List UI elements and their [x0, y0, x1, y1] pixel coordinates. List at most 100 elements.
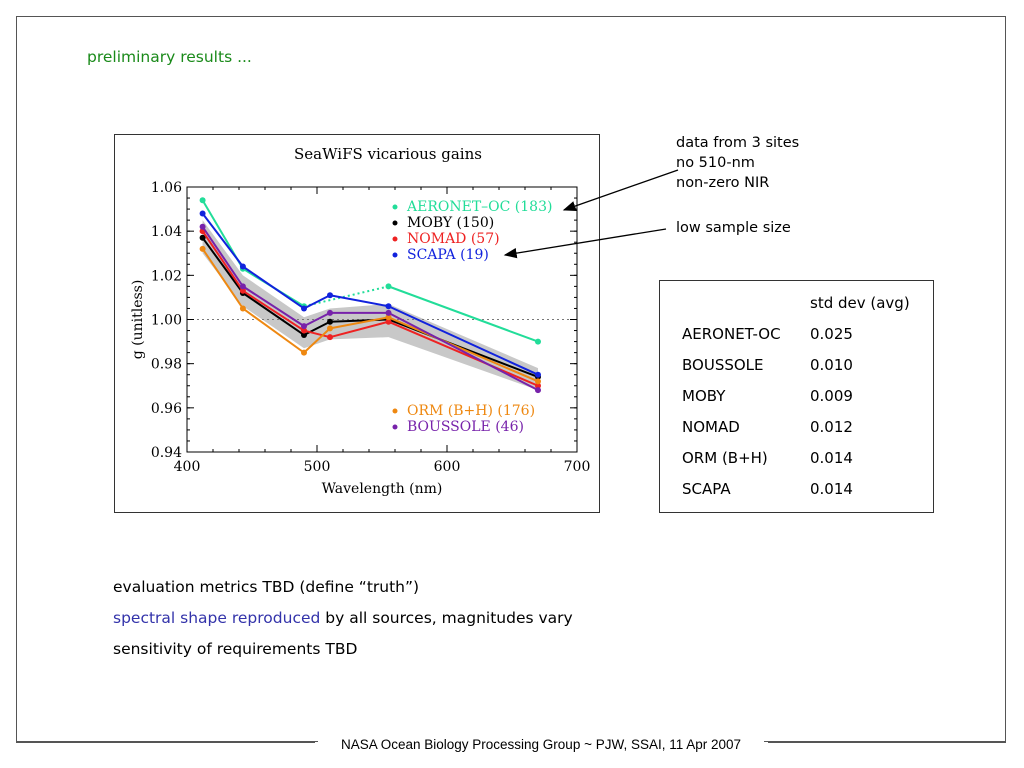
series-point — [385, 283, 392, 290]
x-tick-label: 400 — [174, 459, 201, 475]
series-line — [242, 292, 305, 336]
row-name: AERONET-OC — [682, 325, 781, 343]
series-line — [388, 305, 539, 376]
series-line — [242, 307, 305, 354]
series-point — [385, 303, 392, 310]
std-dev-table: std dev (avg) AERONET-OC 0.025 BOUSSOLE … — [659, 280, 934, 513]
series-point — [239, 263, 246, 270]
series-line — [388, 316, 539, 383]
row-value: 0.014 — [810, 480, 853, 498]
series-point — [535, 338, 541, 345]
series-line — [388, 318, 539, 378]
series-point — [385, 309, 392, 316]
legend-marker — [392, 252, 398, 258]
series-line — [201, 237, 244, 294]
series-line — [242, 285, 305, 327]
y-tick-label: 1.00 — [151, 313, 182, 329]
note-scapa: low sample size — [676, 220, 791, 236]
legend-label: AERONET–OC (183) — [406, 199, 552, 215]
series-point — [301, 349, 307, 356]
series-line — [303, 311, 331, 328]
row-value: 0.014 — [810, 449, 853, 467]
series-point — [385, 318, 392, 325]
y-tick-label: 0.96 — [151, 401, 182, 417]
series-point — [301, 305, 307, 312]
note-aeronet: data from 3 sites no 510-nm non-zero NIR — [676, 133, 799, 193]
bullet-highlight: spectral shape reproduced — [113, 609, 321, 627]
series-line — [303, 294, 331, 310]
series-point — [385, 314, 392, 321]
legend-label: SCAPA (19) — [407, 247, 489, 263]
table-header: std dev (avg) — [810, 294, 910, 312]
chart-svg: SeaWiFS vicarious gains 0.94 0.96 0.98 1.00 1… — [130, 145, 591, 497]
legend-label: NOMAD (57) — [407, 231, 500, 247]
series-line — [388, 285, 539, 343]
series-line — [201, 248, 244, 310]
series-point — [327, 325, 333, 332]
x-axis-label: Wavelength (nm) — [322, 481, 443, 497]
series-line — [329, 294, 389, 308]
series-line — [242, 289, 305, 332]
series-point — [535, 378, 541, 385]
footer-rule-left — [16, 742, 315, 743]
row-name: SCAPA — [682, 480, 731, 498]
series-point — [301, 327, 307, 334]
bullet-item: sensitivity of requirements TBD — [113, 640, 358, 658]
legend-label: BOUSSOLE (46) — [407, 419, 524, 435]
series-line — [201, 212, 244, 268]
bullet-item: evaluation metrics TBD (define “truth”) — [113, 578, 420, 596]
row-name: MOBY — [682, 387, 726, 405]
arrow-to-scapa — [503, 228, 667, 259]
legend-label: MOBY (150) — [407, 215, 494, 231]
series-point — [327, 334, 333, 341]
series-point — [199, 210, 206, 217]
note-line: non-zero NIR — [676, 175, 770, 191]
series-point — [301, 323, 307, 330]
series-point — [327, 318, 333, 325]
y-tick-label: 1.02 — [151, 268, 182, 284]
x-tick-label: 500 — [304, 459, 331, 475]
series-point — [199, 197, 206, 204]
series-point — [239, 283, 246, 290]
row-value: 0.012 — [810, 418, 853, 436]
x-tick-label: 700 — [564, 459, 591, 475]
series-line — [303, 327, 331, 354]
series-line — [388, 320, 539, 387]
bullet-list: evaluation metrics TBD (define “truth”) … — [113, 578, 573, 671]
series-line — [242, 265, 305, 310]
series-point — [301, 331, 307, 338]
legend-label: ORM (B+H) (176) — [407, 403, 535, 419]
series-point — [199, 234, 206, 241]
series-point — [327, 309, 333, 316]
legend-marker — [392, 204, 398, 210]
y-axis-label: g (unitless) — [130, 280, 146, 360]
series-line — [303, 329, 331, 339]
series-point — [239, 287, 246, 294]
row-name: NOMAD — [682, 418, 740, 436]
series-line — [388, 311, 539, 392]
row-value: 0.025 — [810, 325, 853, 343]
bullet-item: spectral shape reproduced by all sources… — [113, 609, 573, 640]
row-name: BOUSSOLE — [682, 356, 764, 374]
series-point — [199, 245, 206, 252]
series-point — [239, 305, 246, 312]
series-line — [329, 320, 389, 339]
series-point — [327, 292, 333, 299]
series-point — [535, 371, 541, 378]
legend-marker — [392, 220, 398, 226]
series-point — [535, 387, 541, 394]
series-point — [535, 382, 541, 389]
y-tick-label: 0.98 — [151, 357, 182, 373]
row-name: ORM (B+H) — [682, 449, 768, 467]
note-line: no 510-nm — [676, 155, 755, 171]
y-tick-label: 1.06 — [151, 180, 182, 196]
y-tick-label: 0.94 — [151, 445, 182, 461]
slide-heading: preliminary results ... — [87, 48, 252, 66]
chart-title: SeaWiFS vicarious gains — [294, 145, 482, 163]
series-point — [199, 223, 206, 230]
series-line — [329, 316, 389, 330]
series-line — [303, 320, 331, 336]
footer-rule-right — [768, 742, 1006, 743]
row-value: 0.010 — [810, 356, 853, 374]
